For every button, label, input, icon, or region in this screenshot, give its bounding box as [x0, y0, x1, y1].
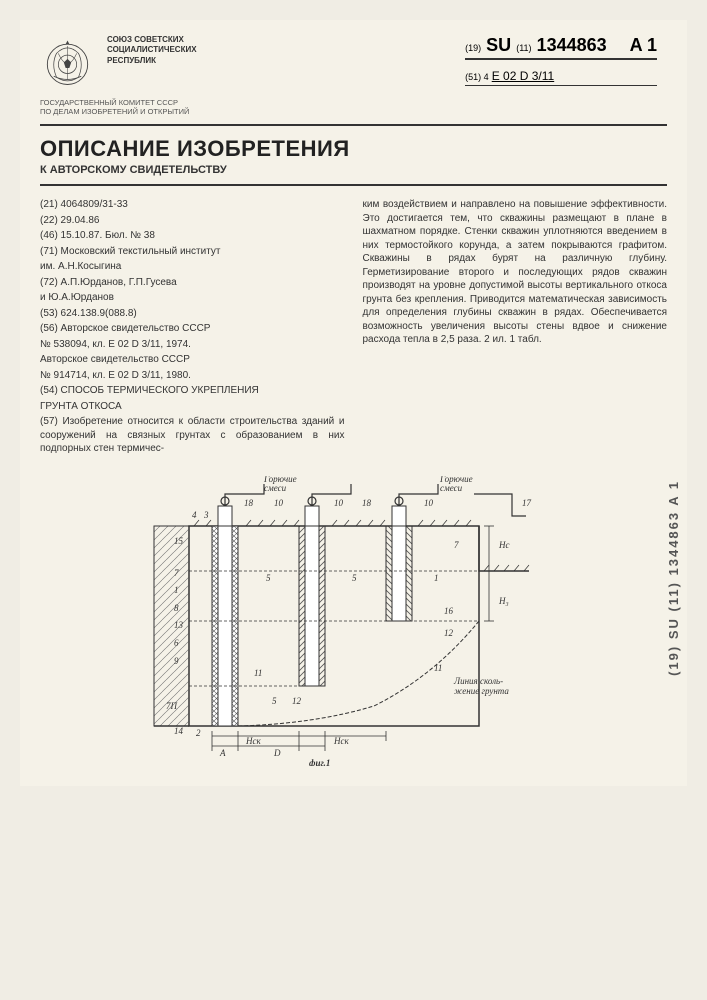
svg-text:7: 7 [174, 568, 179, 578]
svg-text:11: 11 [254, 668, 262, 678]
svg-text:13: 13 [174, 620, 184, 630]
svg-text:6: 6 [174, 638, 179, 648]
page-subtitle: К АВТОРСКОМУ СВИДЕТЕЛЬСТВУ [40, 164, 667, 176]
field-56: Авторское свидетельство СССР [40, 353, 345, 367]
field-72: и Ю.А.Юрданов [40, 291, 345, 305]
svg-text:3: 3 [203, 510, 209, 520]
field-71: (71) Московский текстильный институт [40, 245, 345, 259]
svg-text:Hск: Hск [333, 736, 349, 746]
svg-text:12: 12 [444, 628, 454, 638]
svg-text:5: 5 [352, 573, 357, 583]
field-46: (46) 15.10.87. Бюл. № 38 [40, 229, 345, 243]
page-title: ОПИСАНИЕ ИЗОБРЕТЕНИЯ [40, 136, 667, 162]
code-number: 1344863 [537, 35, 607, 55]
field-72: (72) А.П.Юрданов, Г.П.Гусева [40, 276, 345, 290]
svg-text:18: 18 [244, 498, 254, 508]
svg-text:14: 14 [174, 726, 184, 736]
svg-text:10: 10 [274, 498, 284, 508]
svg-text:1: 1 [434, 573, 439, 583]
svg-text:16: 16 [444, 606, 454, 616]
svg-text:2: 2 [196, 728, 201, 738]
code-kind: A 1 [630, 35, 657, 55]
svg-text:смеси: смеси [264, 483, 287, 493]
svg-text:жение грунта: жение грунта [454, 686, 509, 696]
state-emblem [40, 35, 95, 90]
divider [40, 184, 667, 186]
abstract-column: ким воздействием и направлено на повышен… [363, 198, 668, 458]
abstract-text: ким воздействием и направлено на повышен… [363, 199, 668, 345]
issuing-org: СОЮЗ СОВЕТСКИХ СОЦИАЛИСТИЧЕСКИХ РЕСПУБЛИ… [107, 35, 197, 66]
svg-text:фиг.1: фиг.1 [309, 758, 330, 766]
svg-text:11: 11 [434, 663, 442, 673]
field-53: (53) 624.138.9(088.8) [40, 307, 345, 321]
svg-text:Линия сколь-: Линия сколь- [453, 676, 503, 686]
org-line: СОЮЗ СОВЕТСКИХ [107, 35, 197, 45]
svg-text:7: 7 [454, 540, 459, 550]
svg-text:10: 10 [424, 498, 434, 508]
svg-text:15: 15 [174, 536, 184, 546]
field-71: им. А.Н.Косыгина [40, 260, 345, 274]
field-56: № 538094, кл. E 02 D 3/11, 1974. [40, 338, 345, 352]
field-56: (56) Авторское свидетельство СССР [40, 322, 345, 336]
doc-code-block: (19) SU (11) 1344863 A 1 (51) 4 E 02 D 3… [465, 35, 667, 86]
code-prefix-19: (19) [465, 43, 481, 53]
committee-name: ГОСУДАРСТВЕННЫЙ КОМИТЕТ СССР ПО ДЕЛАМ ИЗ… [40, 98, 667, 116]
side-doc-code: (19) SU (11) 1344863 A 1 [666, 480, 681, 676]
divider [40, 124, 667, 126]
code-prefix-51: (51) 4 [465, 72, 489, 82]
field-54: (54) СПОСОБ ТЕРМИЧЕСКОГО УКРЕПЛЕНИЯ [40, 384, 345, 398]
committee-line: ГОСУДАРСТВЕННЫЙ КОМИТЕТ СССР [40, 98, 667, 107]
svg-text:10: 10 [334, 498, 344, 508]
field-54: ГРУНТА ОТКОСА [40, 400, 345, 414]
field-56: № 914714, кл. E 02 D 3/11, 1980. [40, 369, 345, 383]
svg-text:18: 18 [362, 498, 372, 508]
svg-text:1: 1 [174, 585, 179, 595]
svg-text:5: 5 [272, 696, 277, 706]
svg-text:Hс: Hс [498, 540, 510, 550]
svg-text:D: D [273, 748, 281, 758]
org-line: РЕСПУБЛИК [107, 56, 197, 66]
svg-text:8: 8 [174, 603, 179, 613]
org-line: СОЦИАЛИСТИЧЕСКИХ [107, 45, 197, 55]
svg-text:17: 17 [522, 498, 532, 508]
code-country: SU [486, 35, 511, 55]
technical-drawing: 43 1810 1018 10 17 157 18 136 97П 142 11… [40, 476, 667, 771]
committee-line: ПО ДЕЛАМ ИЗОБРЕТЕНИЙ И ОТКРЫТИЙ [40, 107, 667, 116]
svg-text:9: 9 [174, 656, 179, 666]
svg-text:4: 4 [192, 510, 197, 520]
ipc-code: E 02 D 3/11 [492, 69, 554, 83]
svg-text:Hск: Hск [245, 736, 261, 746]
svg-text:5: 5 [266, 573, 271, 583]
svg-text:12: 12 [292, 696, 302, 706]
code-prefix-11: (11) [516, 43, 531, 53]
field-57: (57) Изобретение относится к области стр… [40, 415, 345, 456]
svg-text:7П: 7П [166, 701, 178, 711]
svg-text:A: A [219, 748, 226, 758]
field-21: (21) 4064809/31-33 [40, 198, 345, 212]
biblio-column: (21) 4064809/31-33 (22) 29.04.86 (46) 15… [40, 198, 345, 458]
field-22: (22) 29.04.86 [40, 214, 345, 228]
svg-text:H₃: H₃ [498, 596, 509, 606]
svg-text:смеси: смеси [440, 483, 463, 493]
